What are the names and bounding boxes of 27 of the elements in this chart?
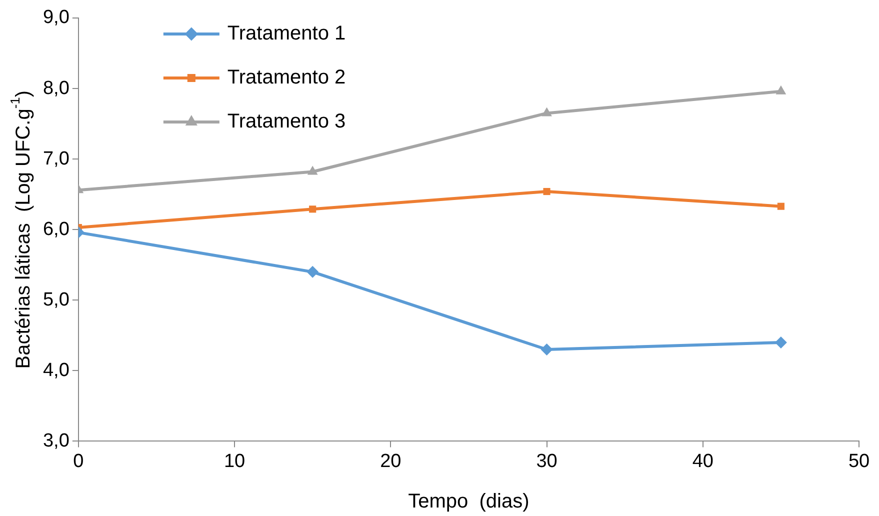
x-tick-label: 30 bbox=[536, 450, 558, 472]
y-tick-label: 9,0 bbox=[42, 7, 70, 28]
legend-label: Tratamento 3 bbox=[227, 110, 346, 133]
point bbox=[777, 202, 784, 210]
legend-label: Tratamento 1 bbox=[227, 22, 346, 45]
point bbox=[543, 188, 550, 196]
point bbox=[306, 266, 319, 278]
point bbox=[776, 85, 786, 94]
x-tick-label: 20 bbox=[380, 450, 402, 472]
legend-label: Tratamento 2 bbox=[227, 66, 346, 89]
y-axis-title: Bactérias láticas (Log UFC.g-1) bbox=[8, 90, 35, 369]
point bbox=[542, 107, 552, 116]
point bbox=[774, 336, 787, 348]
point bbox=[540, 344, 553, 356]
x-tick-label: 50 bbox=[848, 450, 870, 472]
y-tick-label: 4,0 bbox=[42, 360, 70, 381]
x-axis-title: Tempo (dias) bbox=[408, 490, 530, 513]
y-tick-label: 3,0 bbox=[42, 430, 70, 452]
y-tick-label: 5,0 bbox=[42, 289, 70, 310]
x-tick-label: 10 bbox=[224, 450, 246, 472]
point bbox=[307, 166, 318, 175]
x-tick-label: 0 bbox=[73, 450, 84, 472]
y-tick-label: 7,0 bbox=[42, 148, 70, 170]
x-tick-label: 40 bbox=[692, 450, 714, 472]
point bbox=[309, 206, 316, 213]
y-tick-label: 8,0 bbox=[42, 78, 70, 99]
y-tick-label: 6,0 bbox=[42, 218, 70, 240]
